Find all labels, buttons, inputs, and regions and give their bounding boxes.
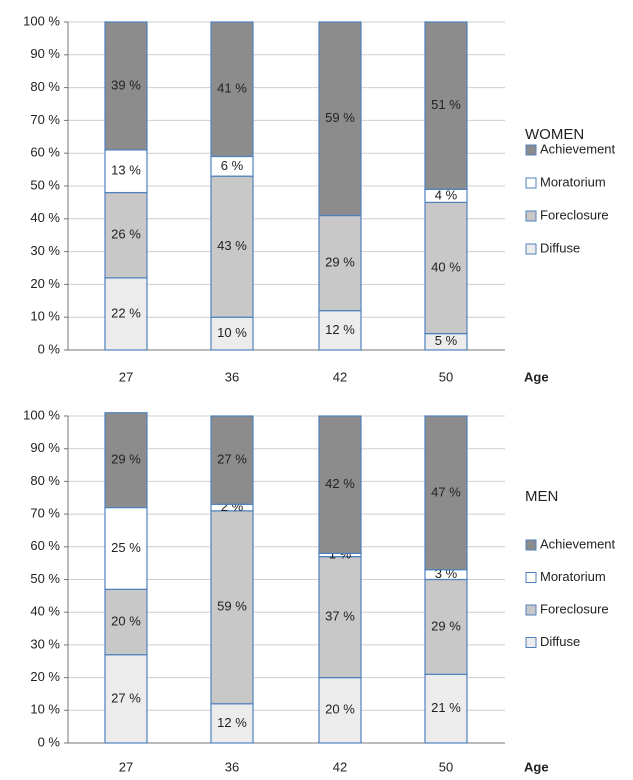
y-tick-label: 0 % [38, 734, 61, 749]
y-tick-label: 80 % [30, 473, 60, 488]
data-label: 59 % [217, 599, 247, 614]
bar-segment [210, 415, 254, 505]
legend-label: Moratorium [540, 569, 606, 584]
legend-swatch [525, 243, 537, 255]
data-label: 20 % [325, 702, 355, 717]
y-tick-label: 40 % [30, 210, 60, 225]
legend-title: MEN [525, 488, 558, 505]
bar-segment [210, 175, 254, 318]
x-tick-label: 36 [225, 369, 239, 384]
y-tick-label: 60 % [30, 538, 60, 553]
bar-segment [318, 415, 362, 554]
x-tick-label: 42 [333, 369, 347, 384]
x-tick-label: 50 [439, 369, 453, 384]
legend-swatch [525, 604, 537, 616]
bar-segment [210, 510, 254, 705]
data-label: 10 % [217, 325, 247, 340]
data-label: 40 % [431, 259, 461, 274]
data-label: 37 % [325, 609, 355, 624]
data-label: 29 % [431, 618, 461, 633]
bar-segment [424, 578, 468, 675]
x-tick-label: 36 [225, 759, 239, 774]
x-axis-title: Age [524, 759, 549, 774]
y-tick-label: 100 % [23, 13, 60, 28]
y-tick-label: 100 % [23, 407, 60, 422]
bar-segment [318, 21, 362, 217]
data-label: 4 % [435, 187, 458, 202]
bar-segment [104, 191, 148, 279]
bar-segment [210, 21, 254, 158]
bar-segment [318, 214, 362, 312]
y-tick-label: 20 % [30, 276, 60, 291]
bar-segment [104, 654, 148, 744]
x-tick-label: 42 [333, 759, 347, 774]
y-tick-label: 10 % [30, 309, 60, 324]
bar-segment [424, 415, 468, 571]
bar-segment [318, 676, 362, 744]
data-label: 27 % [111, 690, 141, 705]
legend-swatch [525, 210, 537, 222]
legend-label: Moratorium [540, 174, 606, 189]
x-tick-label: 27 [119, 759, 133, 774]
y-tick-label: 50 % [30, 571, 60, 586]
x-tick-label: 27 [119, 369, 133, 384]
data-label: 39 % [111, 77, 141, 92]
legend-swatch [525, 572, 537, 583]
y-tick-label: 50 % [30, 177, 60, 192]
y-tick-label: 90 % [30, 440, 60, 455]
data-label: 42 % [325, 476, 355, 491]
y-tick-label: 20 % [30, 669, 60, 684]
data-label: 41 % [217, 81, 247, 96]
data-label: 12 % [325, 322, 355, 337]
legend-swatch [525, 144, 537, 156]
bar-segment [424, 201, 468, 335]
legend-title: WOMEN [525, 126, 584, 143]
bar-segment [210, 703, 254, 744]
y-tick-label: 90 % [30, 46, 60, 61]
x-axis-title: Age [524, 369, 549, 384]
y-tick-label: 40 % [30, 604, 60, 619]
data-label: 25 % [111, 540, 141, 555]
data-label: 59 % [325, 110, 355, 125]
legend-label: Foreclosure [540, 601, 609, 616]
bar-segment [424, 21, 468, 190]
y-tick-label: 0 % [38, 341, 61, 356]
legend-swatch [525, 539, 537, 551]
data-label: 6 % [221, 158, 244, 173]
legend-label: Achievement [540, 536, 616, 551]
data-label: 29 % [111, 452, 141, 467]
data-label: 27 % [217, 452, 247, 467]
legend-label: Foreclosure [540, 207, 609, 222]
data-label: 22 % [111, 305, 141, 320]
data-label: 21 % [431, 700, 461, 715]
y-tick-label: 70 % [30, 506, 60, 521]
data-label: 13 % [111, 163, 141, 178]
y-tick-label: 70 % [30, 112, 60, 127]
legend-swatch [525, 637, 537, 648]
data-label: 20 % [111, 613, 141, 628]
data-label: 12 % [217, 715, 247, 730]
legend-swatch [525, 177, 537, 189]
y-tick-label: 10 % [30, 702, 60, 717]
legend-label: Diffuse [540, 634, 580, 649]
y-tick-label: 80 % [30, 79, 60, 94]
bar-segment [104, 588, 148, 656]
data-label: 5 % [435, 333, 458, 348]
bar-segment [104, 21, 148, 151]
legend-label: Achievement [540, 141, 616, 156]
bar-segment [104, 412, 148, 509]
data-label: 43 % [217, 238, 247, 253]
data-label: 26 % [111, 227, 141, 242]
data-label: 29 % [325, 255, 355, 270]
y-tick-label: 30 % [30, 243, 60, 258]
y-tick-label: 30 % [30, 636, 60, 651]
y-tick-label: 60 % [30, 145, 60, 160]
x-tick-label: 50 [439, 759, 453, 774]
data-label: 51 % [431, 97, 461, 112]
legend-label: Diffuse [540, 240, 580, 255]
bar-segment [104, 277, 148, 351]
data-label: 47 % [431, 484, 461, 499]
